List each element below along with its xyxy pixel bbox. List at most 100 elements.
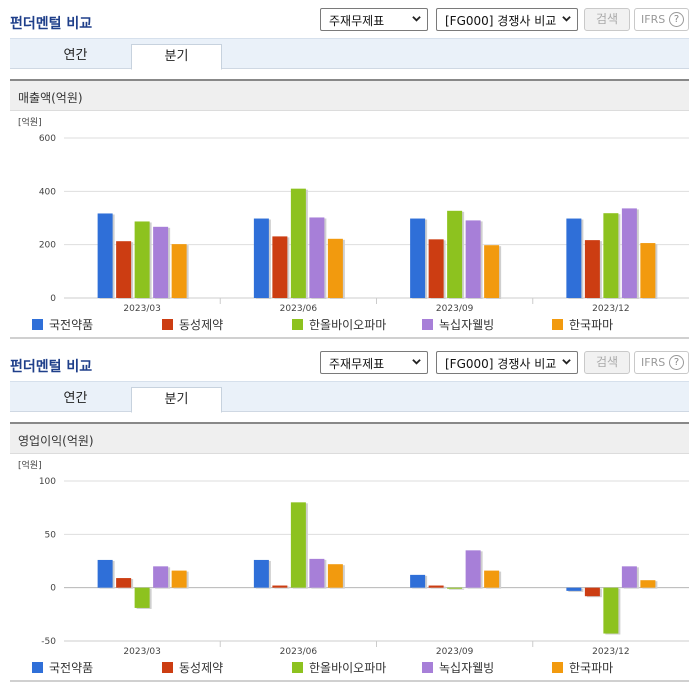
- bar[interactable]: [134, 587, 150, 608]
- bar[interactable]: [116, 241, 132, 298]
- legend-label: 녹십자웰빙: [439, 661, 495, 675]
- peer-group-select[interactable]: [FG000] 경쟁사 비교: [436, 8, 578, 31]
- legend-item[interactable]: 녹십자웰빙: [422, 659, 494, 676]
- bar[interactable]: [447, 210, 463, 298]
- bar[interactable]: [428, 585, 444, 588]
- bar[interactable]: [309, 558, 325, 588]
- legend-item[interactable]: 녹십자웰빙: [422, 316, 494, 333]
- chart-panel-title: 영업이익(억원): [10, 424, 689, 454]
- bar[interactable]: [465, 220, 481, 298]
- legend-swatch: [162, 662, 173, 673]
- ifrs-label: IFRS: [641, 13, 666, 26]
- unit-label: [억원]: [18, 459, 42, 471]
- bar[interactable]: [584, 587, 600, 597]
- bar[interactable]: [410, 218, 426, 298]
- operating-profit-bar-chart: [억원] -50 0 50 100 2023/03 2023/06 2023/09 2023/1…: [18, 459, 689, 655]
- section-header: 펀더멘털 비교 주재무제표 [FG000] 경쟁사 비교 검색 IFRS ?: [0, 0, 696, 38]
- tab-quarterly[interactable]: 분기: [131, 44, 222, 70]
- bar[interactable]: [621, 566, 637, 588]
- chart-panel: 영업이익(억원) [억원] -50 0 50 100 2023/03 2023/06 2023…: [10, 422, 689, 682]
- legend-item[interactable]: 한국파마: [552, 316, 613, 333]
- chart-panel: 매출액(억원) [억원] 0 200 400 600 2023/03 2023/06 2023…: [10, 79, 689, 339]
- y-tick-label: 100: [39, 477, 56, 487]
- legend-swatch: [552, 319, 563, 330]
- search-button[interactable]: 검색: [584, 8, 630, 31]
- y-tick-label: 400: [39, 187, 56, 197]
- y-tick-label: 600: [39, 134, 56, 144]
- legend-item[interactable]: 국전약품: [32, 316, 93, 333]
- bar[interactable]: [484, 245, 500, 298]
- statement-type-select[interactable]: 주재무제표: [320, 8, 428, 31]
- y-tick-label: -50: [41, 637, 56, 647]
- legend-swatch: [162, 319, 173, 330]
- bar[interactable]: [484, 570, 500, 588]
- bar[interactable]: [290, 188, 306, 298]
- bar[interactable]: [327, 564, 343, 588]
- bar[interactable]: [566, 218, 582, 298]
- chevron-down-icon: [412, 359, 421, 365]
- tab-quarterly[interactable]: 분기: [131, 387, 222, 413]
- legend-item[interactable]: 동성제약: [162, 659, 223, 676]
- help-icon[interactable]: ?: [669, 355, 684, 370]
- legend-label: 한올바이오파마: [309, 661, 387, 675]
- tab-annual[interactable]: 연간: [63, 48, 88, 63]
- ifrs-button[interactable]: IFRS ?: [634, 351, 689, 374]
- x-tick-label: 2023/03: [123, 304, 160, 312]
- peer-group-value: [FG000] 경쟁사 비교: [445, 14, 557, 28]
- bar[interactable]: [428, 239, 444, 298]
- bar[interactable]: [309, 217, 325, 298]
- bar[interactable]: [97, 559, 113, 588]
- legend-swatch: [292, 662, 303, 673]
- peer-group-select[interactable]: [FG000] 경쟁사 비교: [436, 351, 578, 374]
- legend-item[interactable]: 한국파마: [552, 659, 613, 676]
- legend-item[interactable]: 한올바이오파마: [292, 316, 386, 333]
- bar[interactable]: [171, 570, 187, 588]
- statement-type-value: 주재무제표: [329, 357, 385, 371]
- bar[interactable]: [253, 218, 269, 298]
- legend-item[interactable]: 국전약품: [32, 659, 93, 676]
- x-tick-label: 2023/06: [280, 304, 318, 312]
- peer-group-value: [FG000] 경쟁사 비교: [445, 357, 557, 371]
- bar[interactable]: [253, 559, 269, 588]
- ifrs-label: IFRS: [641, 356, 666, 369]
- bar[interactable]: [410, 574, 426, 588]
- bar[interactable]: [153, 566, 169, 588]
- bar[interactable]: [603, 587, 619, 634]
- chevron-down-icon: [562, 16, 571, 22]
- bar[interactable]: [171, 244, 187, 298]
- bar[interactable]: [272, 585, 288, 588]
- bar[interactable]: [272, 236, 288, 298]
- bar[interactable]: [153, 226, 169, 298]
- bar[interactable]: [640, 243, 656, 298]
- section-header: 펀더멘털 비교 주재무제표 [FG000] 경쟁사 비교 검색 IFRS ?: [0, 343, 696, 381]
- search-button[interactable]: 검색: [584, 351, 630, 374]
- bar[interactable]: [290, 502, 306, 588]
- y-tick-label: 0: [50, 584, 56, 594]
- bar[interactable]: [97, 213, 113, 298]
- chart-panel-title: 매출액(억원): [10, 81, 689, 111]
- ifrs-button[interactable]: IFRS ?: [634, 8, 689, 31]
- tab-annual[interactable]: 연간: [63, 391, 88, 406]
- bar[interactable]: [134, 221, 150, 298]
- statement-type-select[interactable]: 주재무제표: [320, 351, 428, 374]
- bar[interactable]: [621, 208, 637, 298]
- bar[interactable]: [566, 587, 582, 591]
- legend-item[interactable]: 한올바이오파마: [292, 659, 386, 676]
- legend-swatch: [422, 662, 433, 673]
- legend-label: 국전약품: [49, 318, 94, 332]
- bar[interactable]: [327, 238, 343, 298]
- bar[interactable]: [640, 580, 656, 588]
- bar[interactable]: [116, 578, 132, 588]
- legend-item[interactable]: 동성제약: [162, 316, 223, 333]
- help-icon[interactable]: ?: [669, 12, 684, 27]
- bar[interactable]: [603, 213, 619, 298]
- x-tick-label: 2023/09: [436, 304, 474, 312]
- x-tick-label: 2023/06: [280, 647, 318, 655]
- legend-swatch: [292, 319, 303, 330]
- bar[interactable]: [447, 587, 463, 589]
- section-title: 펀더멘털 비교: [10, 359, 93, 375]
- y-tick-label: 50: [45, 530, 57, 540]
- bar[interactable]: [465, 550, 481, 588]
- bar[interactable]: [584, 240, 600, 298]
- legend-swatch: [32, 319, 43, 330]
